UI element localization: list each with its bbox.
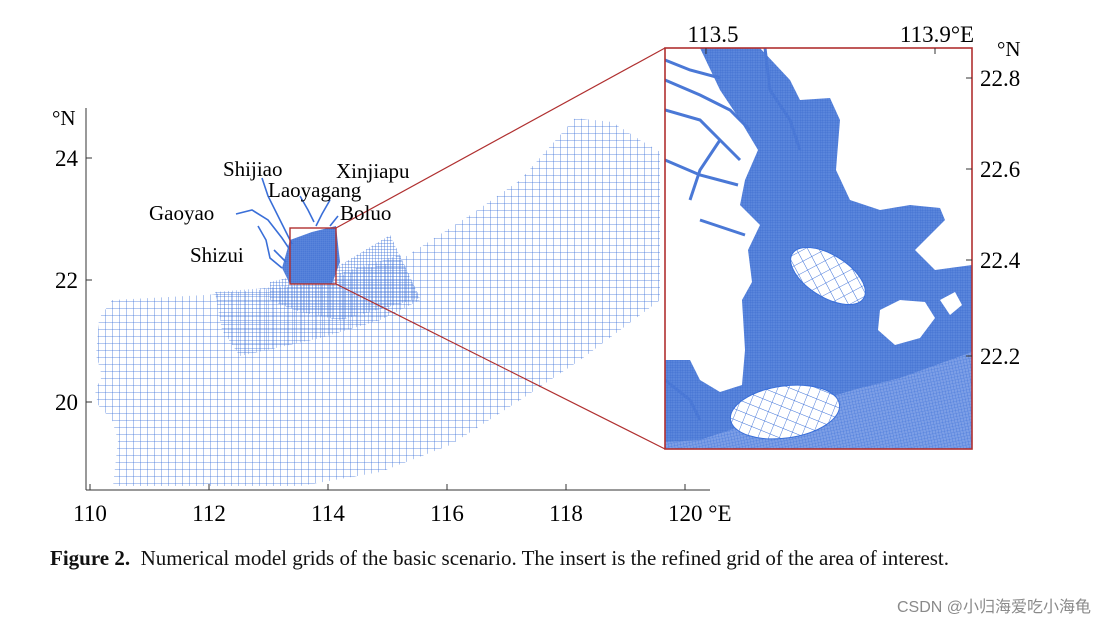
lon-tick-114: 114 bbox=[311, 501, 345, 526]
figure-caption: Figure 2. Numerical model grids of the b… bbox=[50, 543, 1050, 574]
inset-lon-tick-113-5: 113.5 bbox=[688, 22, 739, 47]
inset-lat-tick-22-4: 22.4 bbox=[980, 248, 1021, 273]
inset-lat-tick-22-2: 22.2 bbox=[980, 344, 1020, 369]
lat-tick-24: 24 bbox=[55, 146, 79, 171]
label-gaoyao: Gaoyao bbox=[149, 201, 214, 225]
fine-grid bbox=[270, 235, 420, 320]
label-shizui: Shizui bbox=[190, 243, 244, 267]
caption-label: Figure 2. bbox=[50, 546, 131, 570]
lon-tick-120: 120 °E bbox=[668, 501, 732, 526]
lon-tick-116: 116 bbox=[430, 501, 464, 526]
lon-tick-118: 118 bbox=[549, 501, 583, 526]
inset-frame bbox=[664, 47, 973, 450]
main-ticks bbox=[86, 157, 686, 490]
lon-tick-112: 112 bbox=[192, 501, 226, 526]
inset-lon-tick-113-9: 113.9°E bbox=[900, 22, 974, 47]
main-lat-unit: °N bbox=[52, 106, 76, 130]
caption-text: Numerical model grids of the basic scena… bbox=[140, 546, 950, 570]
lat-tick-20: 20 bbox=[55, 390, 78, 415]
inset-ticks bbox=[705, 48, 972, 357]
label-shijiao: Shijiao bbox=[223, 157, 283, 181]
inset-lat-tick-22-8: 22.8 bbox=[980, 66, 1020, 91]
inset-lat-tick-22-6: 22.6 bbox=[980, 157, 1020, 182]
lat-tick-22: 22 bbox=[55, 268, 78, 293]
inset-island bbox=[878, 300, 935, 345]
inset-lat-unit: °N bbox=[997, 37, 1021, 61]
label-boluo: Boluo bbox=[340, 201, 391, 225]
figure-maps: °N 24 22 20 110 112 114 116 118 120 °E S… bbox=[52, 22, 1021, 526]
lon-tick-110: 110 bbox=[73, 501, 107, 526]
zoom-connector-bottom bbox=[335, 283, 666, 450]
label-laoyagang: Laoyagang bbox=[268, 178, 362, 202]
watermark: CSDN @小归海爱吃小海龟 bbox=[896, 599, 1091, 616]
zoom-frame bbox=[289, 227, 337, 285]
zoom-connector-top bbox=[335, 47, 666, 229]
river-network bbox=[235, 177, 339, 269]
estuary-grid bbox=[282, 226, 340, 284]
inset-map bbox=[665, 48, 972, 449]
label-xinjiapu: Xinjiapu bbox=[336, 159, 410, 183]
